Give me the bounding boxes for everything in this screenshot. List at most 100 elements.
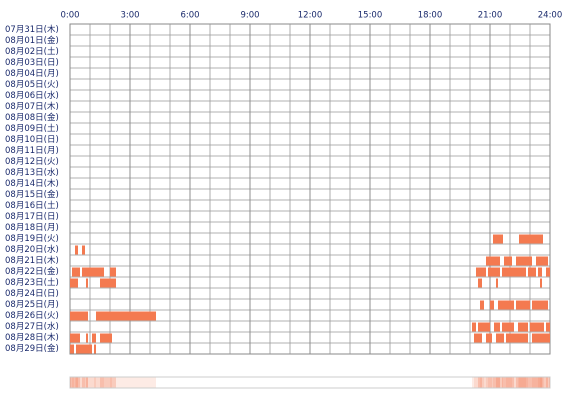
row-label: 08月17日(日) (5, 212, 59, 222)
x-tick-label: 12:00 (298, 11, 323, 21)
x-tick-label: 18:00 (418, 11, 443, 21)
summary-segment (546, 377, 550, 388)
activity-bar (72, 267, 80, 277)
activity-bar (478, 322, 490, 332)
summary-segment (516, 377, 532, 388)
activity-bar (516, 256, 532, 266)
activity-bar (70, 278, 78, 288)
summary-segment (532, 377, 548, 388)
activity-bar (496, 278, 498, 288)
activity-bar (532, 333, 550, 343)
activity-bar (86, 333, 88, 343)
activity-bar (100, 333, 112, 343)
summary-segment (504, 377, 512, 388)
summary-segment (493, 377, 503, 388)
summary-segment (516, 377, 530, 388)
row-label: 08月26日(火) (5, 311, 59, 321)
row-label: 08月29日(金) (5, 343, 59, 354)
summary-segment (486, 377, 500, 388)
summary-segment (94, 377, 96, 388)
summary-segment (498, 377, 514, 388)
activity-bar (75, 245, 78, 255)
row-label: 08月12日(火) (5, 157, 59, 167)
activity-bar (70, 333, 80, 343)
row-label: 08月13日(水) (5, 167, 59, 178)
x-tick-label: 21:00 (478, 11, 503, 21)
summary-segment (478, 377, 490, 388)
row-label: 08月02日(土) (5, 46, 59, 57)
activity-bar (502, 322, 514, 332)
activity-bar (486, 333, 492, 343)
summary-segment (502, 377, 514, 388)
activity-bar (478, 278, 482, 288)
summary-segment (478, 377, 482, 388)
summary-segment (76, 377, 92, 388)
activity-bar (92, 333, 96, 343)
row-label: 08月20日(水) (5, 244, 59, 255)
row-label: 08月24日(日) (5, 289, 59, 299)
activity-bar (70, 311, 88, 321)
activity-bar (86, 278, 88, 288)
summary-segment (490, 377, 494, 388)
row-label: 08月05日(火) (5, 80, 59, 90)
summary-segment (538, 377, 542, 388)
summary-segment (530, 377, 544, 388)
summary-segment (96, 377, 156, 388)
activity-bar (496, 333, 504, 343)
summary-segment (494, 377, 500, 388)
activity-bar (110, 267, 116, 277)
activity-bar (540, 278, 542, 288)
summary-segment (476, 377, 486, 388)
x-tick-label: 0:00 (60, 11, 79, 21)
summary-segment (540, 377, 542, 388)
activity-bar (486, 256, 500, 266)
activity-bar (502, 267, 526, 277)
row-label: 08月21日(木) (5, 255, 59, 266)
summary-segment (70, 377, 80, 388)
activity-bar (516, 300, 530, 310)
summary-segment (506, 377, 528, 388)
summary-strip (69, 376, 551, 389)
activity-bar (94, 344, 96, 354)
summary-segment (488, 377, 500, 388)
activity-bar (100, 278, 116, 288)
summary-segment (502, 377, 526, 388)
summary-segment (100, 377, 116, 388)
activity-bar (528, 267, 536, 277)
activity-bar (490, 300, 494, 310)
summary-segment (532, 377, 550, 388)
summary-segment (496, 377, 504, 388)
activity-bar (518, 322, 528, 332)
summary-segment (536, 377, 548, 388)
activity-bar (530, 322, 544, 332)
summary-segment (474, 377, 482, 388)
summary-segment (519, 377, 543, 388)
row-label: 08月27日(水) (5, 321, 59, 332)
row-label: 08月09日(土) (5, 123, 59, 134)
activity-bar (536, 256, 548, 266)
activity-bar (546, 322, 550, 332)
activity-bar (546, 267, 550, 277)
activity-bar (472, 322, 476, 332)
row-label: 08月08日(金) (5, 112, 59, 123)
summary-segment (82, 377, 104, 388)
activity-bar (498, 300, 514, 310)
activity-bar (494, 322, 500, 332)
activity-bar (480, 300, 484, 310)
activity-bar (96, 311, 156, 321)
row-label: 08月18日(月) (5, 223, 59, 233)
summary-segment (70, 377, 78, 388)
summary-segment (82, 377, 85, 388)
activity-bar (504, 256, 512, 266)
summary-segment (480, 377, 484, 388)
row-label: 07月31日(木) (5, 24, 59, 35)
activity-bar (506, 333, 528, 343)
row-label: 08月03日(日) (5, 58, 59, 68)
activity-bar (476, 267, 486, 277)
x-tick-label: 3:00 (120, 11, 139, 21)
row-label: 08月01日(金) (5, 35, 59, 46)
row-label: 08月25日(月) (5, 300, 59, 310)
row-label: 08月16日(土) (5, 200, 59, 211)
summary-segment (110, 377, 116, 388)
summary-segment (486, 377, 492, 388)
